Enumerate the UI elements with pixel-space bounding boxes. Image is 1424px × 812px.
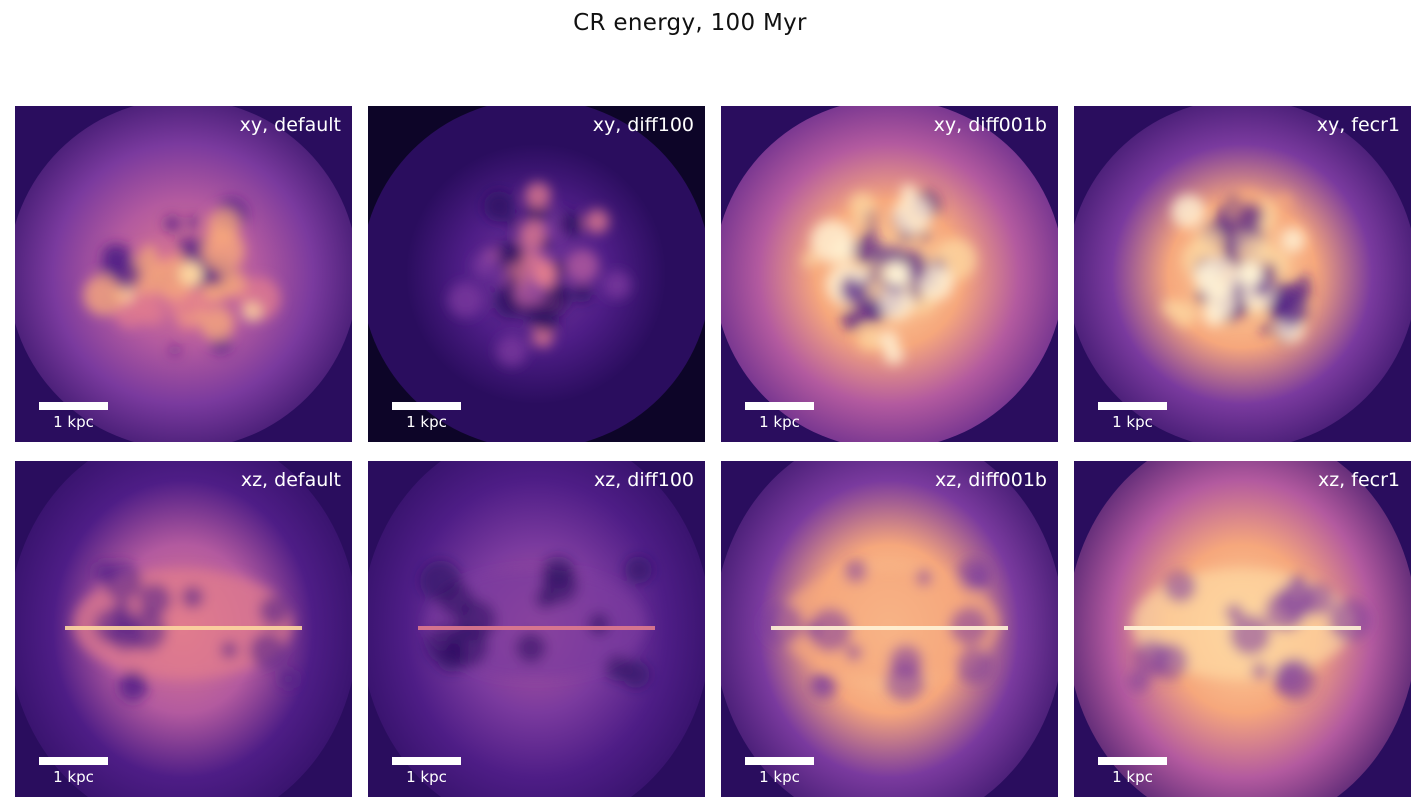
figure-title: CR energy, 100 Myr bbox=[573, 10, 807, 36]
scale-bar-label: 1 kpc bbox=[406, 768, 447, 786]
panel-label: xz, diff100 bbox=[594, 469, 694, 491]
scale-bar bbox=[1098, 402, 1167, 410]
panel-label: xz, diff001b bbox=[934, 469, 1047, 491]
panel-label: xz, fecr1 bbox=[1317, 469, 1400, 491]
panel-xz-diff001b: xz, diff001b 1 kpc bbox=[721, 461, 1058, 797]
scale-bar bbox=[392, 757, 461, 765]
panel-xy-diff100: xy, diff100 1 kpc bbox=[368, 106, 705, 442]
panel-label: xz, default bbox=[240, 469, 341, 491]
scale-bar bbox=[745, 757, 814, 765]
panel-label: xy, diff100 bbox=[592, 114, 694, 136]
panel-xz-default: xz, default 1 kpc bbox=[15, 461, 352, 797]
panel-xz-fecr1: xz, fecr1 1 kpc bbox=[1074, 461, 1411, 797]
scale-bar-label: 1 kpc bbox=[53, 768, 94, 786]
scale-bar-label: 1 kpc bbox=[406, 413, 447, 431]
image-xz-diff001b bbox=[721, 461, 1058, 797]
image-xy-diff100 bbox=[368, 106, 705, 442]
panel-xy-diff001b: xy, diff001b 1 kpc bbox=[721, 106, 1058, 442]
scale-bar bbox=[39, 402, 108, 410]
scale-bar bbox=[1098, 757, 1167, 765]
scale-bar-label: 1 kpc bbox=[759, 768, 800, 786]
panel-label: xy, diff001b bbox=[933, 114, 1047, 136]
scale-bar bbox=[392, 402, 461, 410]
panel-xy-fecr1: xy, fecr1 1 kpc bbox=[1074, 106, 1411, 442]
panel-label: xy, default bbox=[239, 114, 341, 136]
scale-bar-label: 1 kpc bbox=[759, 413, 800, 431]
image-xz-fecr1 bbox=[1074, 461, 1411, 797]
scale-bar-label: 1 kpc bbox=[1112, 413, 1153, 431]
panel-xy-default: xy, default 1 kpc bbox=[15, 106, 352, 442]
image-xz-diff100 bbox=[368, 461, 705, 797]
image-xy-default bbox=[15, 106, 352, 442]
scale-bar bbox=[745, 402, 814, 410]
scale-bar bbox=[39, 757, 108, 765]
scale-bar-label: 1 kpc bbox=[1112, 768, 1153, 786]
image-xy-fecr1 bbox=[1074, 106, 1411, 442]
image-xy-diff001b bbox=[721, 106, 1058, 442]
panel-xz-diff100: xz, diff100 1 kpc bbox=[368, 461, 705, 797]
image-xz-default bbox=[15, 461, 352, 797]
panel-label: xy, fecr1 bbox=[1316, 114, 1400, 136]
scale-bar-label: 1 kpc bbox=[53, 413, 94, 431]
